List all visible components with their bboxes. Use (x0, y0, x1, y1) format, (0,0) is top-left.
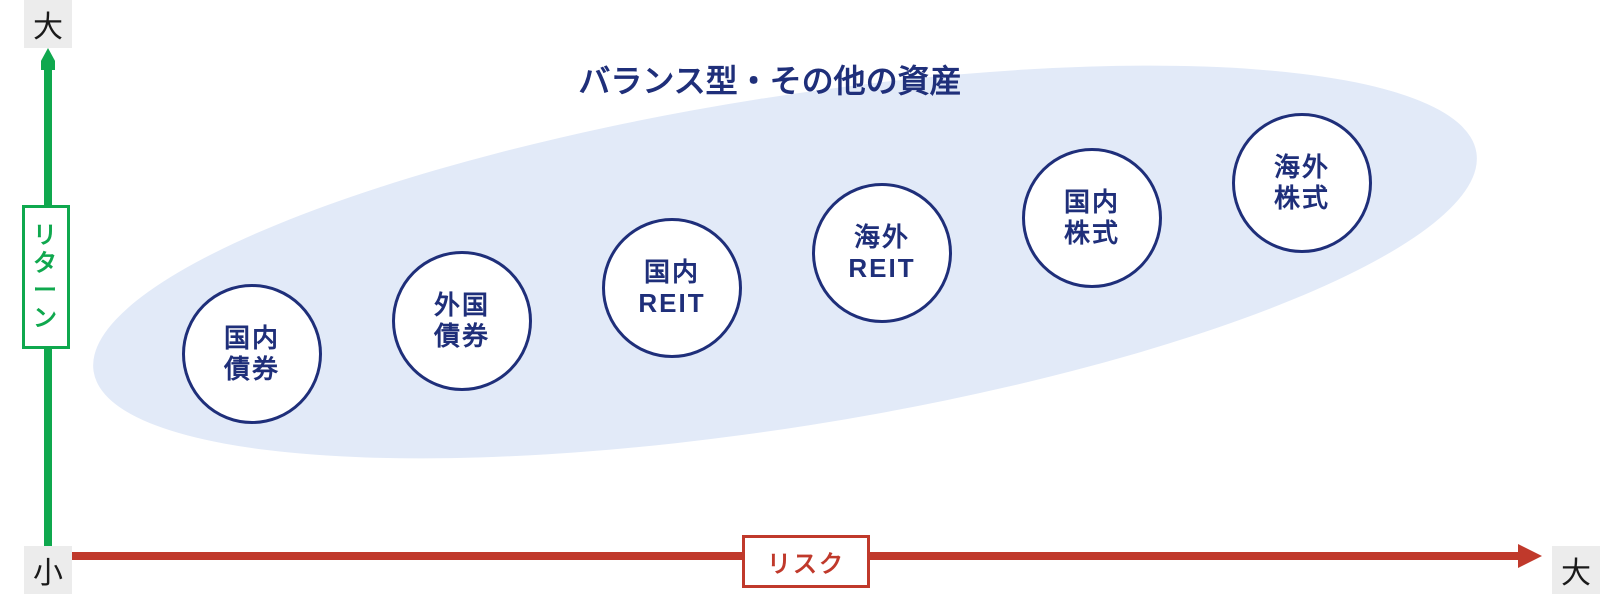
risk-return-diagram: バランス型・その他の資産 国内債券外国債券国内REIT海外REIT国内株式海外株… (0, 0, 1600, 598)
asset-label-line: 債券 (434, 321, 490, 352)
x-axis-label: リスク (742, 535, 870, 588)
y-axis-min-marker: 小 (24, 546, 72, 594)
asset-label-line: REIT (848, 253, 915, 284)
asset-label-line: 国内 (224, 323, 280, 354)
x-axis-max-marker: 大 (1552, 546, 1600, 594)
chart-title: バランス型・その他の資産 (470, 56, 1070, 102)
y-axis-label-char: ン (33, 305, 59, 333)
y-axis-label-char: タ (33, 250, 59, 278)
asset-label-line: 海外 (854, 222, 910, 253)
y-axis-label-char: ー (33, 277, 59, 305)
asset-label-line: 国内 (1064, 187, 1120, 218)
asset-label-line: 海外 (1274, 152, 1330, 183)
asset-circle-2: 国内REIT (602, 218, 742, 358)
y-axis-max-marker: 大 (24, 0, 72, 48)
asset-label-line: 債券 (224, 354, 280, 385)
asset-circle-4: 国内株式 (1022, 148, 1162, 288)
asset-label-line: 株式 (1064, 218, 1120, 249)
y-axis-label: リターン (22, 205, 70, 349)
asset-circle-3: 海外REIT (812, 183, 952, 323)
asset-circle-0: 国内債券 (182, 284, 322, 424)
y-axis-label-char: リ (33, 222, 59, 250)
asset-circle-5: 海外株式 (1232, 113, 1372, 253)
asset-label-line: REIT (638, 288, 705, 319)
asset-label-line: 株式 (1274, 183, 1330, 214)
asset-label-line: 外国 (434, 290, 490, 321)
asset-circle-1: 外国債券 (392, 251, 532, 391)
asset-label-line: 国内 (644, 257, 700, 288)
